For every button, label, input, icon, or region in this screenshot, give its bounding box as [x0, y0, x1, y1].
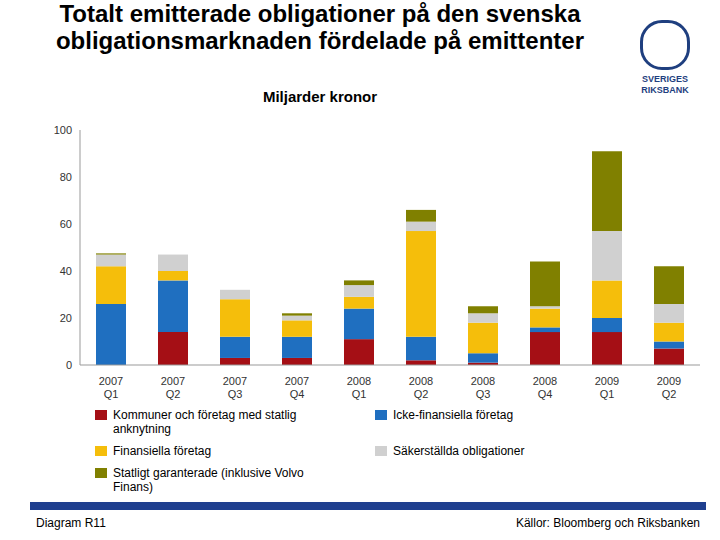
- svg-text:2007Q3: 2007Q3: [223, 375, 247, 400]
- svg-text:2009Q1: 2009Q1: [595, 375, 619, 400]
- svg-text:2007Q4: 2007Q4: [285, 375, 309, 400]
- svg-text:2008Q1: 2008Q1: [347, 375, 371, 400]
- html-text:Diagram R11: Diagram R11: [36, 516, 106, 530]
- html-text:Säkerställda obligationer: Säkerställda obligationer: [393, 444, 525, 458]
- svg-text:80: 80: [60, 171, 72, 183]
- svg-text:60: 60: [60, 218, 72, 230]
- html-text:Totalt emitterade obligationer: Totalt emitterade obligationer på den sv…: [55, 0, 584, 54]
- svg-text:2008Q4: 2008Q4: [533, 375, 557, 400]
- svg-text:20: 20: [60, 312, 72, 324]
- html-text:Icke-finansiella företag: Icke-finansiella företag: [393, 408, 514, 422]
- html-text:SVERIGES RIKSBANK: SVERIGES RIKSBANK: [641, 74, 689, 95]
- svg-text:2007Q2: 2007Q2: [161, 375, 185, 400]
- html-text:Finansiella företag: Finansiella företag: [113, 444, 212, 458]
- svg-text:0: 0: [66, 359, 72, 371]
- svg-text:2008Q2: 2008Q2: [409, 375, 433, 400]
- html-text:Kommuner och företag med statl: Kommuner och företag med statlig anknytn…: [113, 408, 297, 436]
- svg-text:100: 100: [54, 124, 72, 136]
- svg-text:40: 40: [60, 265, 72, 277]
- html-text:Statligt garanterade (inklusiv: Statligt garanterade (inklusive Volvo Fi…: [113, 466, 304, 494]
- svg-text:2009Q2: 2009Q2: [657, 375, 681, 400]
- html-text:Källor: Bloomberg och Riksbank: Källor: Bloomberg och Riksbanken: [515, 516, 700, 530]
- svg-text:2008Q3: 2008Q3: [471, 375, 495, 400]
- html-text:Miljarder kronor: Miljarder kronor: [262, 88, 378, 105]
- svg-text:2007Q1: 2007Q1: [99, 375, 123, 400]
